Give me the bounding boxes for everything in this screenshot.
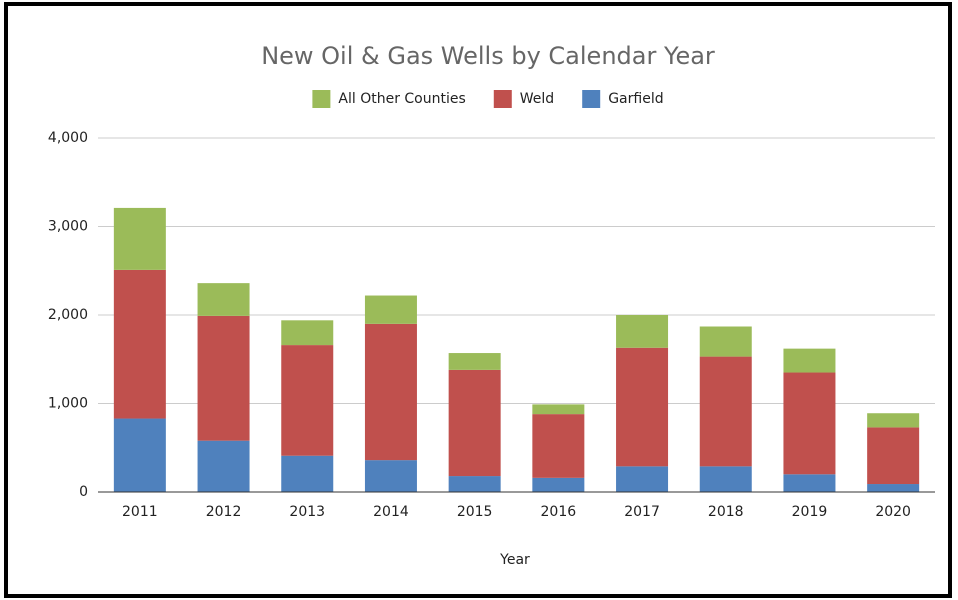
- x-tick-label: 2014: [373, 504, 409, 520]
- y-tick-label: 2,000: [48, 307, 88, 323]
- x-tick-label: 2016: [541, 504, 577, 520]
- bar-segment: [783, 348, 836, 373]
- bar-segment: [616, 347, 669, 467]
- bar-segment: [699, 466, 752, 492]
- chart-title: New Oil & Gas Wells by Calendar Year: [261, 42, 715, 70]
- bar-segment: [113, 269, 166, 419]
- bar-segment: [197, 315, 250, 441]
- legend-swatch: [582, 90, 601, 108]
- bar-segment: [281, 320, 334, 346]
- bar-segment: [699, 326, 752, 357]
- bar-segment: [448, 476, 501, 492]
- bar-segment: [532, 477, 585, 492]
- x-tick-label: 2013: [289, 504, 325, 520]
- bar-segment: [113, 418, 166, 492]
- x-tick-label: 2015: [457, 504, 493, 520]
- x-tick-label: 2011: [122, 504, 158, 520]
- bar-segment: [532, 404, 585, 415]
- y-tick-label: 4,000: [48, 130, 88, 146]
- bar-segment: [783, 474, 836, 492]
- bar-segment: [867, 427, 920, 485]
- y-tick-label: 1,000: [48, 396, 88, 412]
- bar-segment: [364, 295, 417, 324]
- bar-segment: [448, 369, 501, 477]
- bar-segment: [197, 283, 250, 316]
- bar-segment: [197, 440, 250, 492]
- bar-segment: [281, 345, 334, 456]
- legend-swatch: [312, 90, 331, 108]
- bar-segment: [867, 413, 920, 428]
- bar-segment: [364, 460, 417, 492]
- x-tick-label: 2018: [708, 504, 744, 520]
- bar-segment: [113, 207, 166, 270]
- y-tick-label: 0: [79, 484, 88, 500]
- bar-segment: [783, 372, 836, 475]
- x-tick-label: 2012: [206, 504, 242, 520]
- legend-label: Weld: [520, 91, 554, 107]
- bar-segment: [867, 484, 920, 492]
- legend-swatch: [493, 90, 512, 108]
- x-tick-label: 2020: [875, 504, 911, 520]
- bar-segment: [281, 455, 334, 492]
- bar-segment: [616, 315, 669, 348]
- x-tick-label: 2017: [624, 504, 660, 520]
- bar-segment: [616, 466, 669, 492]
- legend-label: All Other Counties: [338, 91, 465, 107]
- bar-segment: [699, 356, 752, 467]
- x-tick-label: 2019: [792, 504, 828, 520]
- x-axis-label: Year: [499, 552, 530, 568]
- y-tick-label: 3,000: [48, 219, 88, 235]
- legend-label: Garfield: [608, 91, 663, 107]
- bar-segment: [532, 414, 585, 478]
- bar-segment: [448, 353, 501, 370]
- bar-segment: [364, 323, 417, 461]
